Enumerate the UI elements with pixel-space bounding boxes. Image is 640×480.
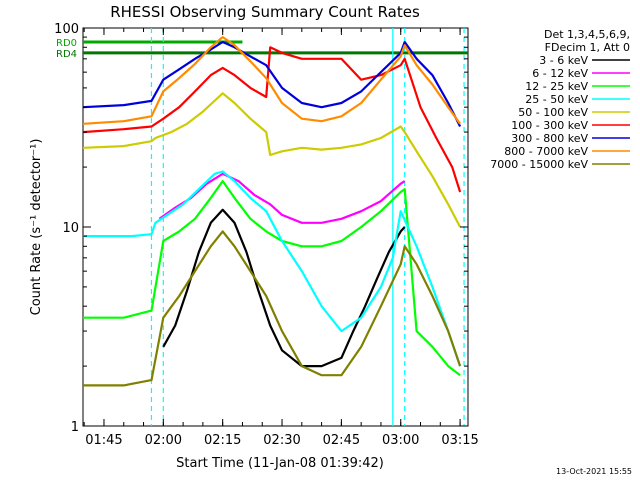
legend: Det 1,3,4,5,6,9, FDecim 1, Att 0 3 - 6 k… [490, 28, 630, 171]
x-axis: 01:45 02:00 02:15 02:30 02:45 03:00 03:15 [83, 28, 479, 448]
x-tick-label: 03:00 [382, 433, 419, 448]
series-line [82, 46, 462, 193]
x-tick-label: 02:00 [145, 433, 182, 448]
y-tick-label: 100 [54, 22, 79, 37]
legend-entry-label: 25 - 50 keV [525, 93, 588, 106]
series-line [82, 92, 462, 228]
series-line [82, 40, 462, 127]
x-tick-label: 03:15 [441, 433, 478, 448]
legend-entry-label: 6 - 12 keV [532, 67, 588, 80]
x-tick-label: 02:45 [323, 433, 360, 448]
series-line [158, 172, 406, 224]
legend-entry-label: 800 - 7000 keV [504, 145, 588, 158]
legend-entry-label: 7000 - 15000 keV [490, 158, 588, 171]
level-label: RD0 [56, 38, 77, 49]
series-line [162, 208, 406, 368]
y-axis-label: Count Rate (s⁻¹ detector⁻¹) [29, 139, 44, 316]
legend-header-line-2: FDecim 1, Att 0 [545, 41, 630, 54]
legend-entry-label: 300 - 800 keV [511, 132, 588, 145]
x-tick-label: 02:15 [204, 433, 241, 448]
x-axis-label: Start Time (11-Jan-08 01:39:42) [176, 456, 384, 471]
x-tick-label: 02:30 [263, 433, 300, 448]
y-axis: 1 10 100 [54, 22, 468, 435]
series-line [83, 170, 462, 367]
x-tick-label: 01:45 [85, 433, 122, 448]
legend-entry-label: 12 - 25 keV [525, 80, 588, 93]
series-line [82, 35, 461, 125]
y-tick-label: 10 [62, 221, 79, 236]
legend-entry-label: 3 - 6 keV [539, 54, 588, 67]
series-line [83, 230, 462, 387]
series-line [83, 180, 461, 377]
series-lines [82, 35, 462, 387]
chart-title: RHESSI Observing Summary Count Rates [110, 3, 420, 21]
y-tick-label: 1 [71, 420, 79, 435]
legend-entry-label: 50 - 100 keV [518, 106, 588, 119]
legend-header-line-1: Det 1,3,4,5,6,9, [544, 28, 630, 41]
footer-date: 13-Oct-2021 15:55 [556, 467, 632, 476]
legend-entry-label: 100 - 300 keV [511, 119, 588, 132]
level-label: RD4 [56, 49, 77, 60]
